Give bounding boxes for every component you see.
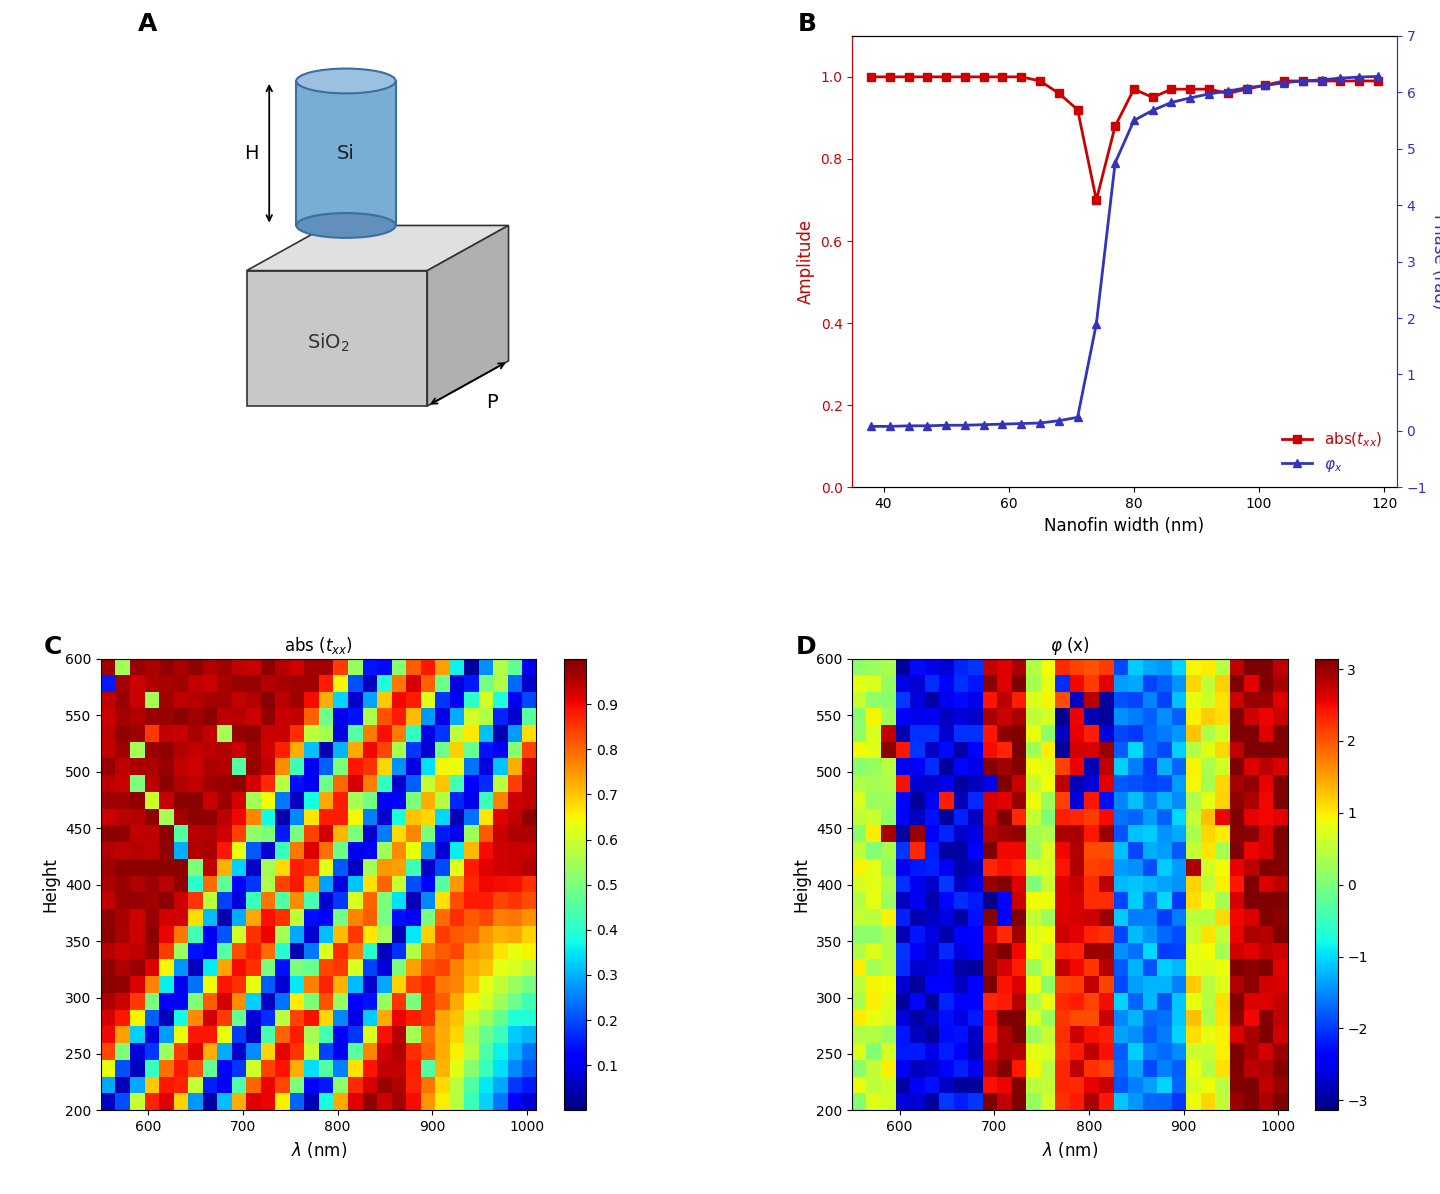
Title: abs ($t_{xx}$): abs ($t_{xx}$) xyxy=(284,634,353,656)
$\varphi_x$ xyxy=(919,419,936,433)
Y-axis label: Phase (rad): Phase (rad) xyxy=(1430,214,1440,309)
abs($t_{xx}$) xyxy=(1050,86,1067,100)
$\varphi_x$ xyxy=(1313,73,1331,87)
$\varphi_x$ xyxy=(1351,70,1368,85)
Polygon shape xyxy=(246,271,428,406)
abs($t_{xx}$) xyxy=(1238,82,1256,97)
$\varphi_x$ xyxy=(994,417,1011,431)
abs($t_{xx}$) xyxy=(900,69,917,84)
$\varphi_x$ xyxy=(1031,416,1048,430)
abs($t_{xx}$) xyxy=(863,69,880,84)
Legend: abs($t_{xx}$), $\varphi_x$: abs($t_{xx}$), $\varphi_x$ xyxy=(1276,424,1390,480)
abs($t_{xx}$) xyxy=(956,69,973,84)
Text: H: H xyxy=(243,143,258,162)
Line: abs($t_{xx}$): abs($t_{xx}$) xyxy=(867,73,1382,204)
abs($t_{xx}$) xyxy=(1143,91,1161,105)
Text: D: D xyxy=(796,635,816,659)
Text: SiO$_2$: SiO$_2$ xyxy=(307,332,350,353)
$\varphi_x$ xyxy=(1012,417,1030,431)
$\varphi_x$ xyxy=(881,419,899,433)
Y-axis label: Amplitude: Amplitude xyxy=(796,219,815,304)
abs($t_{xx}$) xyxy=(1031,74,1048,88)
abs($t_{xx}$) xyxy=(1276,74,1293,88)
abs($t_{xx}$) xyxy=(937,69,955,84)
Text: C: C xyxy=(45,635,62,659)
X-axis label: Nanofin width (nm): Nanofin width (nm) xyxy=(1044,517,1205,535)
Y-axis label: Height: Height xyxy=(42,857,59,912)
$\varphi_x$ xyxy=(1295,74,1312,88)
abs($t_{xx}$) xyxy=(1220,86,1237,100)
abs($t_{xx}$) xyxy=(1295,74,1312,88)
abs($t_{xx}$) xyxy=(1313,74,1331,88)
abs($t_{xx}$) xyxy=(881,69,899,84)
Title: $\varphi$ (x): $\varphi$ (x) xyxy=(1050,634,1090,657)
abs($t_{xx}$) xyxy=(975,69,992,84)
Polygon shape xyxy=(428,226,508,406)
$\varphi_x$ xyxy=(1201,87,1218,101)
abs($t_{xx}$) xyxy=(1012,69,1030,84)
Text: B: B xyxy=(798,12,816,36)
abs($t_{xx}$) xyxy=(1351,74,1368,88)
$\varphi_x$ xyxy=(975,418,992,432)
abs($t_{xx}$) xyxy=(1125,82,1142,97)
abs($t_{xx}$) xyxy=(1182,82,1200,97)
abs($t_{xx}$) xyxy=(994,69,1011,84)
abs($t_{xx}$) xyxy=(1164,82,1181,97)
abs($t_{xx}$) xyxy=(1257,78,1274,92)
abs($t_{xx}$) xyxy=(919,69,936,84)
$\varphi_x$ xyxy=(1143,103,1161,117)
Text: A: A xyxy=(138,12,157,36)
Text: Si: Si xyxy=(337,143,354,162)
$\varphi_x$ xyxy=(1276,75,1293,90)
$\varphi_x$ xyxy=(1238,80,1256,94)
abs($t_{xx}$) xyxy=(1068,103,1086,117)
$\varphi_x$ xyxy=(1369,69,1387,84)
$\varphi_x$ xyxy=(1106,155,1123,170)
abs($t_{xx}$) xyxy=(1332,74,1349,88)
Text: P: P xyxy=(485,393,498,412)
Line: $\varphi_x$: $\varphi_x$ xyxy=(867,73,1382,431)
Polygon shape xyxy=(246,226,508,271)
Y-axis label: Height: Height xyxy=(792,857,811,912)
Ellipse shape xyxy=(297,213,396,238)
Ellipse shape xyxy=(297,68,396,93)
$\varphi_x$ xyxy=(1087,316,1104,331)
$\varphi_x$ xyxy=(1332,70,1349,85)
abs($t_{xx}$) xyxy=(1087,193,1104,208)
$\varphi_x$ xyxy=(900,419,917,433)
abs($t_{xx}$) xyxy=(1106,119,1123,134)
$\varphi_x$ xyxy=(1257,79,1274,93)
$\varphi_x$ xyxy=(1125,113,1142,128)
$\varphi_x$ xyxy=(863,419,880,433)
abs($t_{xx}$) xyxy=(1369,74,1387,88)
$\varphi_x$ xyxy=(1068,411,1086,425)
$\varphi_x$ xyxy=(1050,413,1067,427)
$\varphi_x$ xyxy=(956,418,973,432)
X-axis label: $\lambda$ (nm): $\lambda$ (nm) xyxy=(1043,1140,1099,1159)
abs($t_{xx}$) xyxy=(1201,82,1218,97)
X-axis label: $\lambda$ (nm): $\lambda$ (nm) xyxy=(291,1140,347,1159)
$\varphi_x$ xyxy=(937,418,955,432)
$\varphi_x$ xyxy=(1220,84,1237,98)
Polygon shape xyxy=(297,81,396,226)
$\varphi_x$ xyxy=(1164,96,1181,110)
$\varphi_x$ xyxy=(1182,91,1200,105)
